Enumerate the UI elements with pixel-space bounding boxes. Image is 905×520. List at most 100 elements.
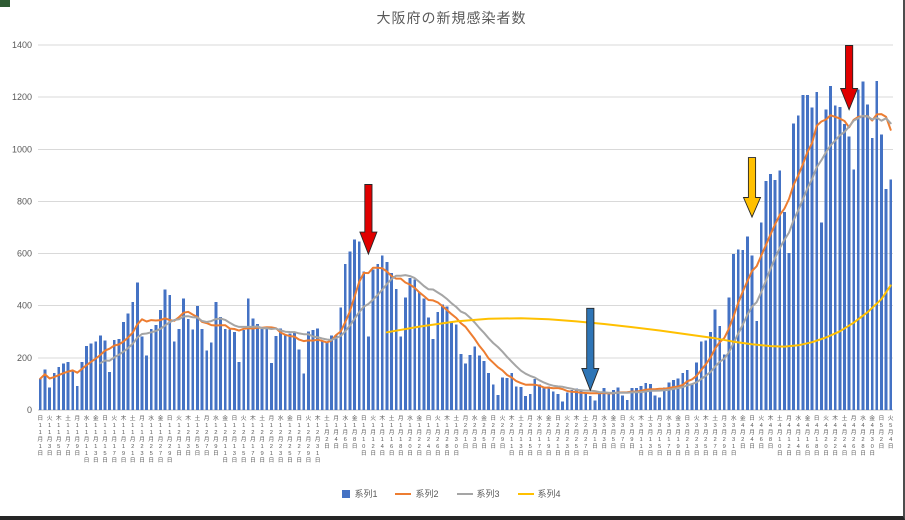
series-4-line[interactable] — [385, 284, 892, 348]
legend-bar-swatch — [342, 489, 351, 498]
annotation-arrow-2[interactable] — [581, 307, 600, 392]
legend-item-1[interactable]: 系列1 — [342, 487, 377, 500]
annotation-arrow-3[interactable] — [742, 157, 762, 219]
svg-text:1000: 1000 — [12, 144, 32, 154]
svg-text:0: 0 — [27, 405, 32, 415]
legend: 系列1 系列2 系列3 系列4 — [0, 487, 903, 500]
legend-line-swatch — [395, 492, 412, 495]
svg-text:1200: 1200 — [12, 92, 32, 102]
annotation-arrow-4[interactable] — [839, 45, 859, 111]
gridlines — [38, 44, 893, 411]
annotation-arrow-1[interactable] — [359, 184, 378, 256]
series-2-line[interactable] — [39, 113, 892, 395]
svg-text:800: 800 — [17, 196, 32, 206]
series-3-line[interactable] — [99, 114, 892, 394]
series-1-bars[interactable] — [38, 81, 893, 411]
svg-text:600: 600 — [17, 249, 32, 259]
legend-line-swatch — [456, 492, 473, 495]
svg-text:1400: 1400 — [12, 40, 32, 50]
legend-label: 系列2 — [415, 489, 439, 499]
legend-item-4[interactable]: 系列4 — [517, 487, 561, 500]
x-axis-labels: 日 1 1 月 1 日火 1 1 月 3 日木 1 1 月 5 日土 1 1 月 7 日月 1 1 月 9 日水 1 1 月 1 1 日金 1 1… — [37, 414, 893, 464]
legend-item-3[interactable]: 系列3 — [456, 487, 500, 500]
legend-item-2[interactable]: 系列2 — [395, 487, 439, 500]
legend-label: 系列1 — [354, 489, 378, 499]
svg-text:400: 400 — [17, 301, 32, 311]
